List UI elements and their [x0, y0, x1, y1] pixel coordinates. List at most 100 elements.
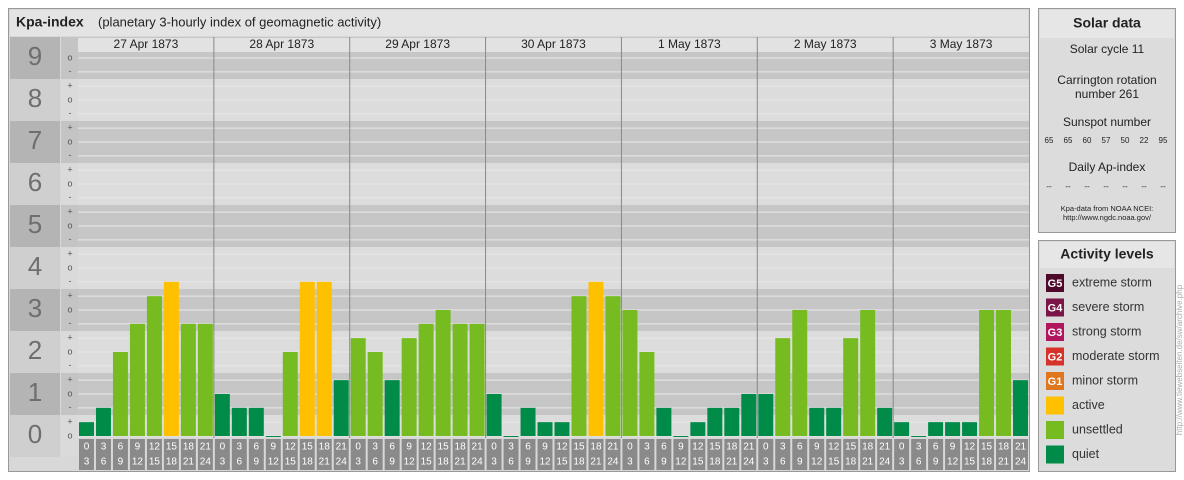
time-end: 21	[319, 457, 331, 468]
bar	[333, 380, 349, 436]
bar	[962, 422, 978, 436]
legend-title: Activity levels	[1060, 246, 1154, 262]
bar	[79, 422, 94, 436]
time-start: 15	[438, 442, 450, 453]
legend-swatch	[1046, 298, 1064, 317]
time-start: 21	[879, 442, 891, 453]
time-box	[146, 439, 162, 470]
bar	[367, 352, 383, 436]
time-end: 3	[355, 457, 361, 468]
time-start: 3	[372, 442, 378, 453]
time-end: 12	[132, 457, 144, 468]
ap-title: Daily Ap-index	[1069, 160, 1146, 174]
legend-badge: G2	[1048, 351, 1063, 363]
y-tick-label: 2	[28, 335, 42, 365]
time-start: 9	[271, 442, 277, 453]
ap-value: --	[1141, 182, 1147, 191]
time-box	[894, 439, 910, 470]
time-end: 6	[372, 457, 378, 468]
minor-band	[61, 121, 78, 163]
time-start: 0	[220, 442, 226, 453]
time-end: 15	[285, 457, 297, 468]
time-box	[996, 439, 1012, 470]
time-start: 15	[302, 442, 314, 453]
time-start: 18	[455, 442, 467, 453]
minor-tick-label: o	[67, 52, 72, 62]
solar-cycle: Solar cycle 11	[1070, 42, 1145, 56]
legend-label: unsettled	[1072, 422, 1123, 436]
title-bar	[10, 10, 1028, 36]
bar	[639, 352, 655, 436]
time-start: 0	[355, 442, 361, 453]
time-end: 9	[933, 457, 939, 468]
legend-badge: G3	[1048, 327, 1063, 339]
carrington: number 261	[1075, 87, 1139, 101]
time-end: 24	[879, 457, 891, 468]
bar	[826, 407, 842, 436]
time-end: 24	[607, 457, 619, 468]
time-start: 15	[845, 442, 857, 453]
time-end: 6	[780, 457, 786, 468]
time-end: 24	[1015, 457, 1027, 468]
minor-tick-label: -	[69, 150, 72, 160]
bar	[316, 281, 332, 436]
time-end: 24	[743, 457, 755, 468]
legend-swatch	[1046, 347, 1064, 366]
bar	[350, 338, 366, 436]
bar	[299, 281, 315, 436]
sunspot-value: 57	[1102, 136, 1111, 145]
minor-tick-label: -	[69, 66, 72, 76]
time-end: 9	[661, 457, 667, 468]
bar	[469, 323, 485, 436]
minor-tick-label: o	[67, 304, 72, 314]
left-band	[10, 79, 60, 121]
time-start: 15	[166, 442, 178, 453]
time-box	[129, 439, 145, 470]
sunspot-value: 65	[1064, 136, 1073, 145]
bar	[265, 436, 281, 437]
time-end: 12	[675, 457, 687, 468]
time-end: 18	[845, 457, 857, 468]
time-end: 18	[709, 457, 721, 468]
time-end: 21	[998, 457, 1010, 468]
y-tick-label: 0	[28, 419, 42, 449]
time-box	[214, 439, 230, 470]
minor-tick-label: +	[67, 417, 72, 427]
time-start: 21	[336, 442, 348, 453]
ap-value: --	[1160, 182, 1166, 191]
left-band	[10, 415, 60, 457]
time-start: 12	[964, 442, 976, 453]
time-box	[605, 439, 621, 470]
time-start: 18	[862, 442, 874, 453]
time-box	[350, 439, 366, 470]
time-box	[877, 439, 893, 470]
time-start: 12	[421, 442, 433, 453]
time-start: 9	[814, 442, 820, 453]
time-start: 6	[797, 442, 803, 453]
minor-tick-label: +	[67, 165, 72, 175]
minor-tick-label: -	[69, 402, 72, 412]
y-tick-label: 5	[28, 209, 42, 239]
time-end: 21	[862, 457, 874, 468]
time-start: 6	[933, 442, 939, 453]
bar	[877, 407, 893, 436]
bar	[95, 407, 111, 436]
time-end: 18	[573, 457, 585, 468]
time-start: 15	[981, 442, 993, 453]
time-end: 21	[183, 457, 195, 468]
minor-band	[61, 289, 78, 331]
bar	[384, 380, 400, 436]
sunspot-value: 60	[1083, 136, 1092, 145]
plot-band	[78, 415, 1029, 436]
sunspot-value: 22	[1140, 136, 1149, 145]
time-start: 9	[135, 442, 141, 453]
date-label: 28 Apr 1873	[249, 37, 314, 51]
left-band	[10, 163, 60, 205]
time-start: 21	[607, 442, 619, 453]
date-label: 3 May 1873	[930, 37, 993, 51]
time-end: 24	[200, 457, 212, 468]
bar	[231, 407, 247, 436]
bar	[928, 422, 944, 436]
time-start: 12	[828, 442, 840, 453]
time-start: 21	[743, 442, 755, 453]
